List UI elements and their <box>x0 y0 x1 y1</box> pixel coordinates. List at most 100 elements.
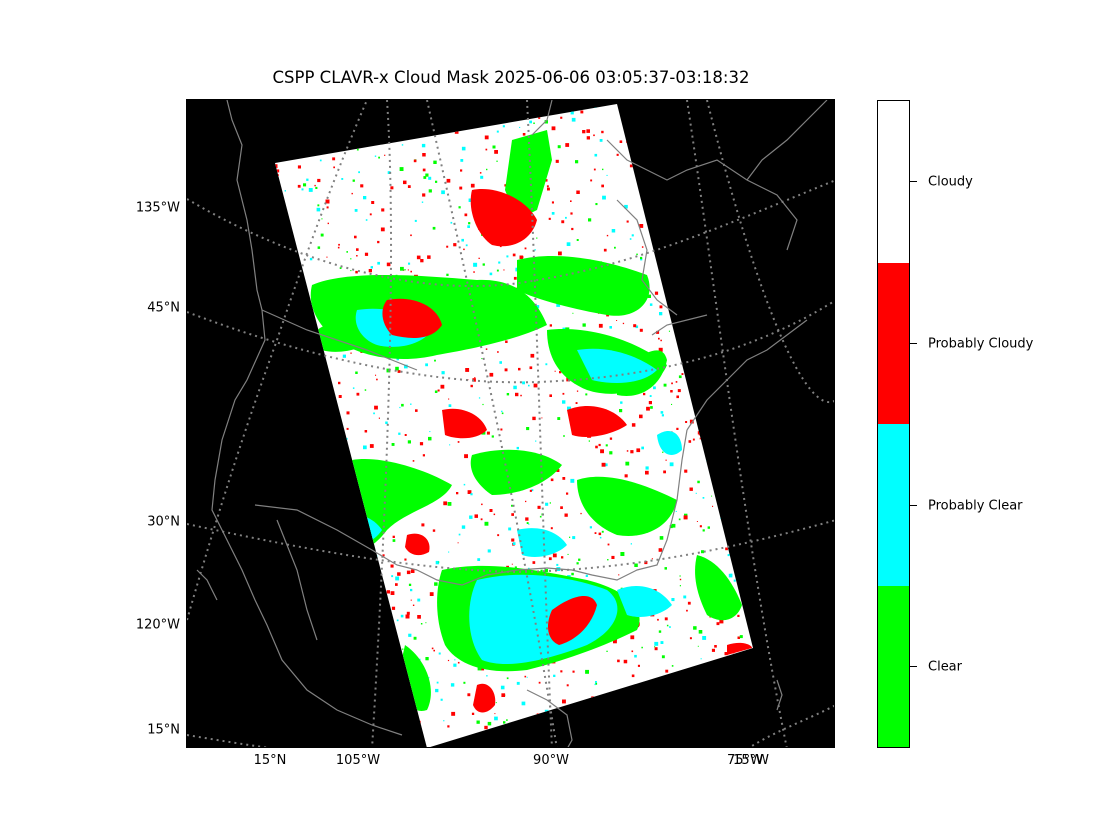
pixel-speckle <box>696 521 698 522</box>
pixel-speckle <box>425 173 429 177</box>
pixel-speckle <box>477 666 482 671</box>
pixel-speckle <box>423 176 427 179</box>
pixel-speckle <box>623 659 628 664</box>
pixel-speckle <box>355 270 358 274</box>
pixel-speckle <box>551 126 556 131</box>
pixel-speckle <box>390 564 394 568</box>
pixel-speckle <box>284 190 286 192</box>
pixel-speckle <box>447 502 452 506</box>
pixel-speckle <box>549 324 552 327</box>
pixel-speckle <box>634 563 638 567</box>
pixel-speckle <box>595 682 598 685</box>
pixel-speckle <box>381 208 385 212</box>
pixel-speckle <box>516 446 519 450</box>
pixel-speckle <box>532 561 536 564</box>
pixel-speckle <box>522 133 526 136</box>
pixel-speckle <box>351 192 353 195</box>
pixel-speckle <box>429 592 434 596</box>
pixel-speckle <box>432 226 436 230</box>
pixel-speckle <box>363 196 367 200</box>
pixel-speckle <box>276 169 280 173</box>
pixel-speckle <box>364 430 368 433</box>
pixel-speckle <box>529 489 532 492</box>
map-title: CSPP CLAVR-x Cloud Mask 2025-06-06 03:05… <box>272 68 750 87</box>
pixel-speckle <box>572 536 576 540</box>
pixel-speckle <box>422 454 425 457</box>
pixel-speckle <box>456 492 459 495</box>
pixel-speckle <box>429 431 431 433</box>
pixel-speckle <box>501 412 504 415</box>
pixel-speckle <box>606 650 608 652</box>
pixel-speckle <box>737 614 740 617</box>
pixel-speckle <box>494 150 498 154</box>
pixel-speckle <box>350 258 352 260</box>
pixel-speckle <box>425 363 428 367</box>
cloud-mask-map <box>187 100 834 748</box>
pixel-speckle <box>676 427 679 430</box>
pixel-speckle <box>549 394 552 397</box>
pixel-speckle <box>630 450 634 454</box>
pixel-speckle <box>422 153 426 157</box>
pixel-speckle <box>450 221 453 224</box>
pixel-speckle <box>405 614 410 619</box>
pixel-speckle <box>661 414 664 417</box>
pixel-speckle <box>500 685 505 690</box>
pixel-speckle <box>551 201 554 204</box>
x-tick-label: 15°W <box>733 753 769 768</box>
pixel-speckle <box>649 303 653 306</box>
pixel-speckle <box>626 450 629 452</box>
pixel-speckle <box>653 386 656 390</box>
pixel-speckle <box>611 555 615 559</box>
pixel-speckle <box>564 513 568 517</box>
pixel-speckle <box>408 262 411 265</box>
pixel-speckle <box>598 532 602 536</box>
pixel-speckle <box>375 374 377 376</box>
pixel-speckle <box>525 747 529 748</box>
pixel-speckle <box>376 378 378 381</box>
pixel-speckle <box>497 351 499 353</box>
pixel-speckle <box>512 253 516 257</box>
pixel-speckle <box>506 255 509 258</box>
pixel-speckle <box>677 389 681 393</box>
pixel-speckle <box>588 218 592 222</box>
pixel-speckle <box>640 256 643 260</box>
pixel-speckle <box>665 669 669 673</box>
pixel-speckle <box>688 440 692 443</box>
pixel-speckle <box>308 188 313 192</box>
pixel-speckle <box>575 402 578 404</box>
pixel-speckle <box>536 237 538 239</box>
pixel-speckle <box>671 403 673 405</box>
map-panel[interactable] <box>186 99 835 748</box>
pixel-speckle <box>352 179 355 182</box>
pixel-speckle <box>453 663 457 667</box>
pixel-speckle <box>484 135 489 140</box>
pixel-speckle <box>528 567 530 570</box>
pixel-speckle <box>303 183 307 187</box>
pixel-speckle <box>350 270 352 272</box>
pixel-speckle <box>464 213 468 217</box>
pixel-speckle <box>559 371 562 374</box>
pixel-speckle <box>566 492 569 495</box>
pixel-speckle <box>594 153 598 157</box>
pixel-speckle <box>698 433 701 436</box>
colorbar-segment-probably-clear <box>878 424 909 586</box>
graticule <box>187 100 834 747</box>
pixel-speckle <box>400 266 404 271</box>
pixel-speckle <box>511 563 513 565</box>
pixel-speckle <box>666 624 669 627</box>
x-tick-label: 105°W <box>335 753 381 768</box>
pixel-speckle <box>737 636 740 639</box>
pixel-speckle <box>428 176 432 180</box>
pixel-speckle <box>625 461 630 466</box>
pixel-speckle <box>692 438 695 441</box>
pixel-speckle <box>458 206 461 209</box>
pixel-speckle <box>689 419 694 424</box>
pixel-speckle <box>602 168 604 171</box>
pixel-speckle <box>467 693 471 697</box>
pixel-speckle <box>434 359 436 362</box>
pixel-speckle <box>435 560 440 565</box>
pixel-speckle <box>491 435 494 438</box>
pixel-speckle <box>525 500 527 503</box>
pixel-speckle <box>390 186 394 190</box>
pixel-speckle <box>560 506 563 509</box>
